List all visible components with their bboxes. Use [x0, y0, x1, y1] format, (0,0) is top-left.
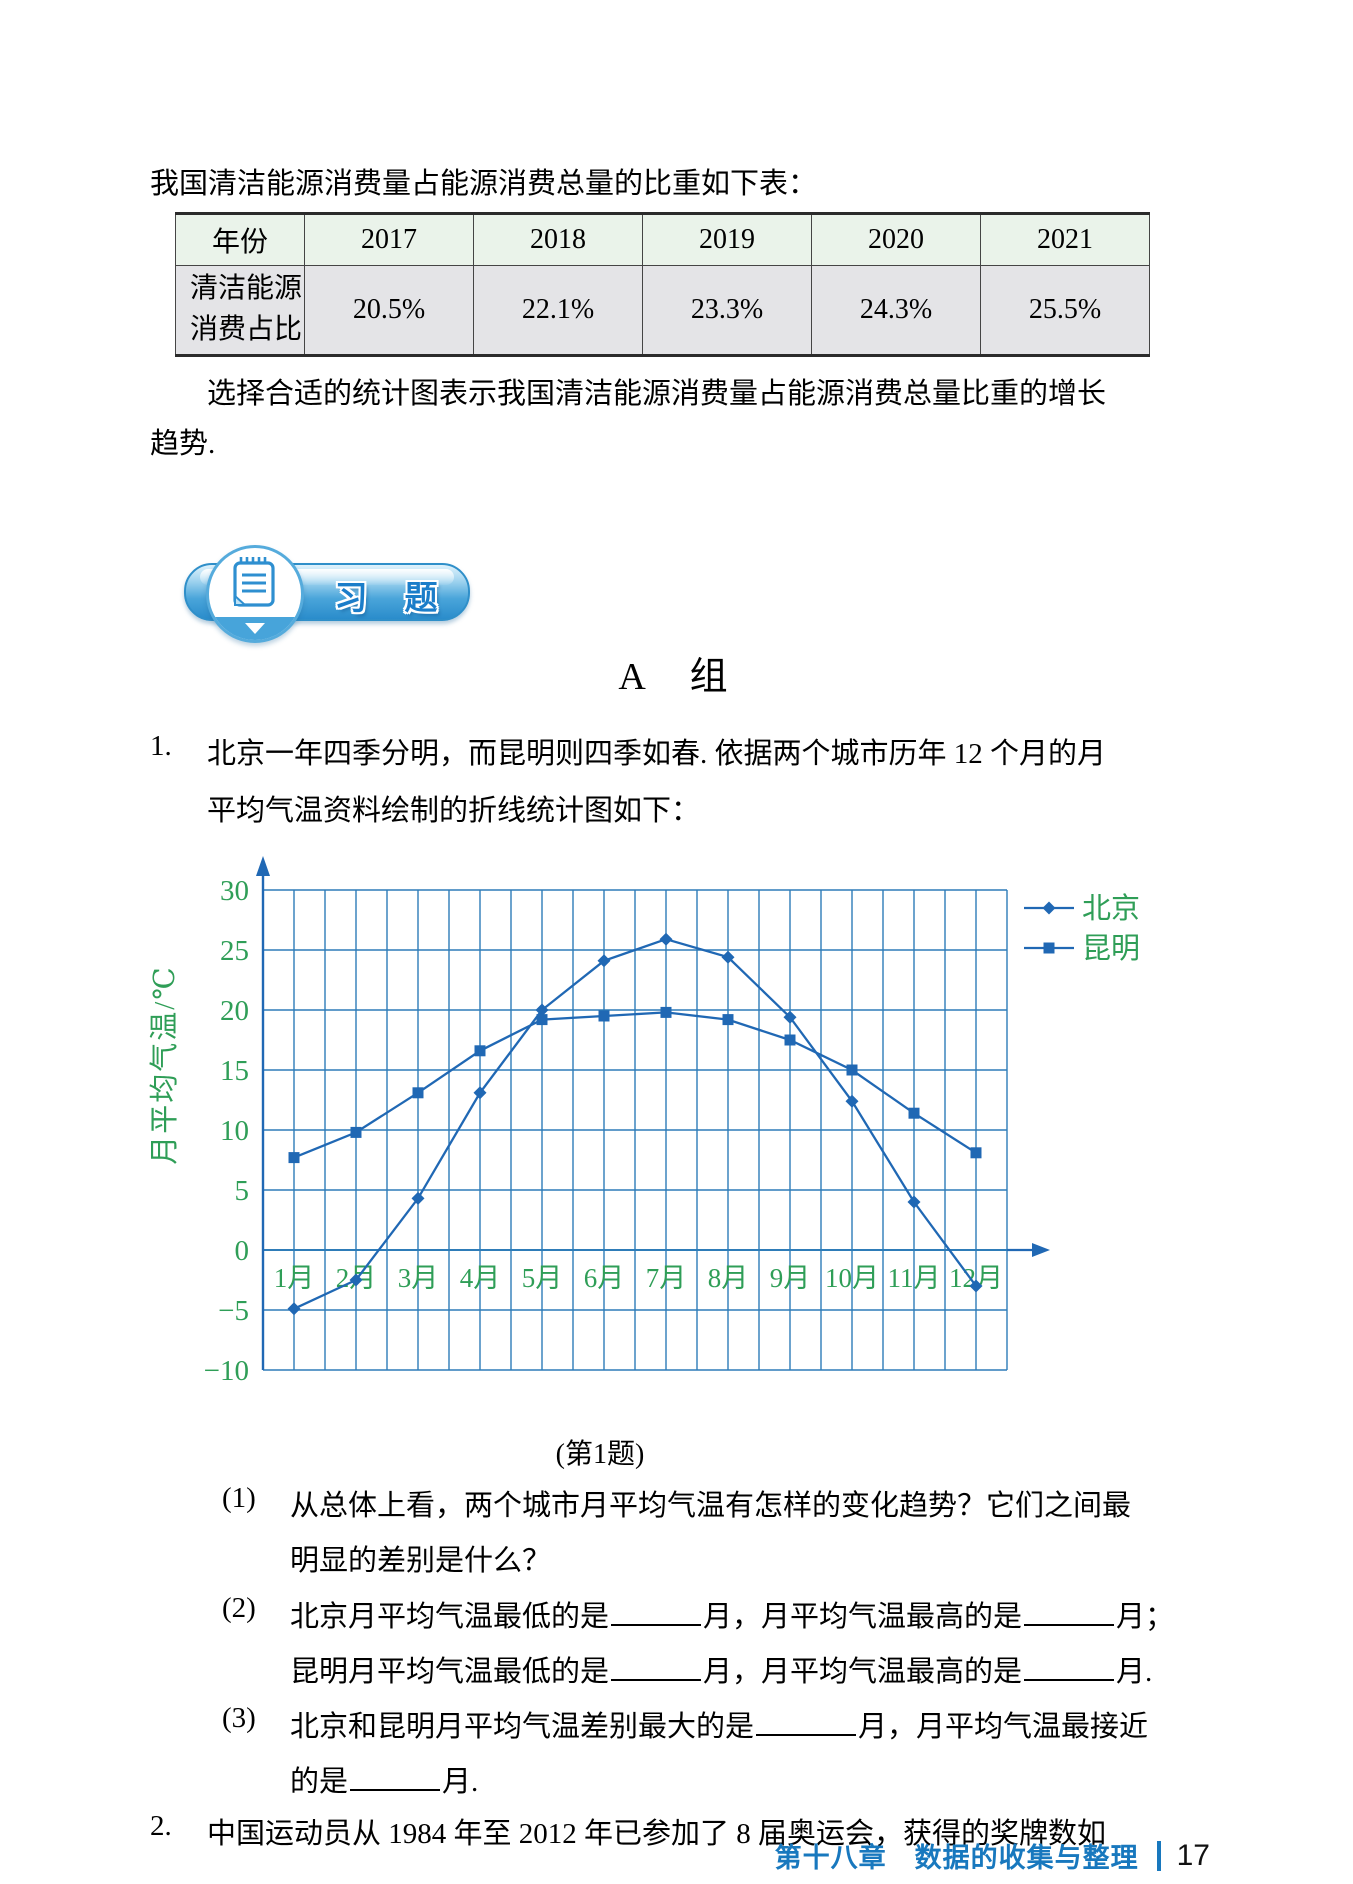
question-text: 月. — [442, 1766, 479, 1798]
svg-text:10: 10 — [220, 1115, 249, 1147]
svg-text:30: 30 — [220, 875, 249, 907]
paragraph-line: 趋势. — [150, 428, 216, 460]
svg-text:8月: 8月 — [708, 1263, 749, 1293]
table-header-cell: 2021 — [980, 213, 1150, 266]
table-cell: 22.1% — [473, 265, 643, 356]
question-number: (2) — [222, 1592, 256, 1624]
question-text: 月，月平均气温最高的是 — [703, 1656, 1023, 1688]
svg-text:11月: 11月 — [888, 1263, 941, 1293]
table-header-cell: 2017 — [304, 213, 474, 266]
svg-text:−5: −5 — [218, 1295, 249, 1327]
table-cell: 24.3% — [811, 265, 981, 356]
table-data-row: 清洁能源 消费占比 20.5% 22.1% 23.3% 24.3% 25.5% — [175, 265, 1150, 356]
question-number: (1) — [222, 1482, 256, 1514]
question-text: 月，月平均气温最高的是 — [703, 1601, 1023, 1633]
exercise-badge: 习 题 — [178, 545, 498, 645]
question-line: 的是 月. — [290, 1757, 478, 1800]
svg-text:7月: 7月 — [646, 1263, 687, 1293]
chapter-title: 第十八章 数据的收集与整理 — [774, 1843, 1139, 1873]
chart-caption: (第1题) — [555, 1439, 645, 1470]
footer-divider — [1156, 1840, 1161, 1871]
question-number: (3) — [222, 1702, 256, 1734]
svg-text:0: 0 — [235, 1235, 250, 1267]
intro-text: 我国清洁能源消费量占能源消费总量的比重如下表： — [150, 168, 818, 200]
clean-energy-table: 年份 2017 2018 2019 2020 2021 清洁能源 消费占比 20… — [175, 212, 1150, 357]
question-text: 月. — [1116, 1656, 1153, 1688]
table-cell: 25.5% — [980, 265, 1150, 356]
question-line: 从总体上看，两个城市月平均气温有怎样的变化趋势？它们之间最 — [290, 1490, 1132, 1522]
table-header-cell: 2020 — [811, 213, 981, 266]
blank-field — [756, 1702, 857, 1736]
table-header-cell: 2018 — [473, 213, 643, 266]
svg-text:10月: 10月 — [825, 1263, 879, 1293]
svg-text:25: 25 — [220, 935, 249, 967]
badge-label: 习 题 — [334, 579, 440, 616]
svg-text:北京: 北京 — [1082, 892, 1140, 925]
blank-field — [350, 1757, 441, 1791]
problem1-line: 平均气温资料绘制的折线统计图如下： — [207, 795, 701, 827]
question-line: 明显的差别是什么？ — [290, 1545, 552, 1577]
notepad-icon — [233, 557, 275, 607]
table-header-cell: 2019 — [642, 213, 812, 266]
question-text: 昆明月平均气温最低的是 — [290, 1656, 610, 1688]
question-text: 月； — [1116, 1601, 1175, 1633]
svg-text:昆明: 昆明 — [1082, 933, 1140, 965]
row-label-line: 清洁能源 — [190, 273, 303, 305]
section-heading: A 组 — [618, 656, 732, 698]
problem1-number: 1. — [150, 730, 172, 762]
blank-field — [611, 1592, 702, 1626]
svg-text:9月: 9月 — [770, 1263, 811, 1293]
svg-text:5月: 5月 — [522, 1263, 563, 1293]
page-footer: 第十八章 数据的收集与整理 17 — [775, 1836, 1210, 1875]
svg-text:15: 15 — [220, 1055, 249, 1087]
table-header-row: 年份 2017 2018 2019 2020 2021 — [175, 213, 1150, 266]
svg-text:6月: 6月 — [584, 1263, 625, 1293]
question-line: 昆明月平均气温最低的是 月，月平均气温最高的是 月. — [290, 1647, 1152, 1690]
problem2-number: 2. — [150, 1810, 172, 1842]
svg-text:−10: −10 — [204, 1355, 249, 1387]
svg-text:1月: 1月 — [274, 1263, 315, 1293]
table-cell: 23.3% — [642, 265, 812, 356]
page-number: 17 — [1176, 1838, 1210, 1872]
svg-text:月平均气温/℃: 月平均气温/℃ — [148, 965, 181, 1165]
question-text: 北京和昆明月平均气温差别最大的是 — [290, 1711, 755, 1743]
svg-text:5: 5 — [235, 1175, 250, 1207]
arrow-down-icon — [245, 623, 265, 634]
svg-text:20: 20 — [220, 995, 249, 1027]
problem2-line: 中国运动员从 1984 年至 2012 年已参加了 8 届奥运会，获得的奖牌数如 — [207, 1818, 1107, 1850]
question-text: 月，月平均气温最接近 — [858, 1711, 1149, 1743]
question-line: 北京和昆明月平均气温差别最大的是 月，月平均气温最接近 — [290, 1702, 1148, 1745]
temperature-line-chart: 302520151050−5−101月2月3月4月5月6月7月8月9月10月11… — [148, 856, 1140, 1387]
table-header-cell: 年份 — [175, 213, 305, 266]
problem1-line: 北京一年四季分明，而昆明则四季如春. 依据两个城市历年 12 个月的月 — [207, 738, 1107, 770]
table-row-label: 清洁能源 消费占比 — [175, 265, 305, 356]
blank-field — [611, 1647, 702, 1681]
svg-text:3月: 3月 — [398, 1263, 439, 1293]
badge-circle — [206, 545, 304, 643]
svg-text:4月: 4月 — [460, 1263, 501, 1293]
paragraph-line: 选择合适的统计图表示我国清洁能源消费量占能源消费总量比重的增长 — [207, 378, 1107, 410]
table-cell: 20.5% — [304, 265, 474, 356]
question-text: 的是 — [290, 1766, 349, 1798]
blank-field — [1024, 1592, 1115, 1626]
row-label-line: 消费占比 — [190, 314, 303, 345]
blank-field — [1024, 1647, 1115, 1681]
question-line: 北京月平均气温最低的是 月，月平均气温最高的是 月； — [290, 1592, 1174, 1635]
question-text: 北京月平均气温最低的是 — [290, 1601, 610, 1633]
